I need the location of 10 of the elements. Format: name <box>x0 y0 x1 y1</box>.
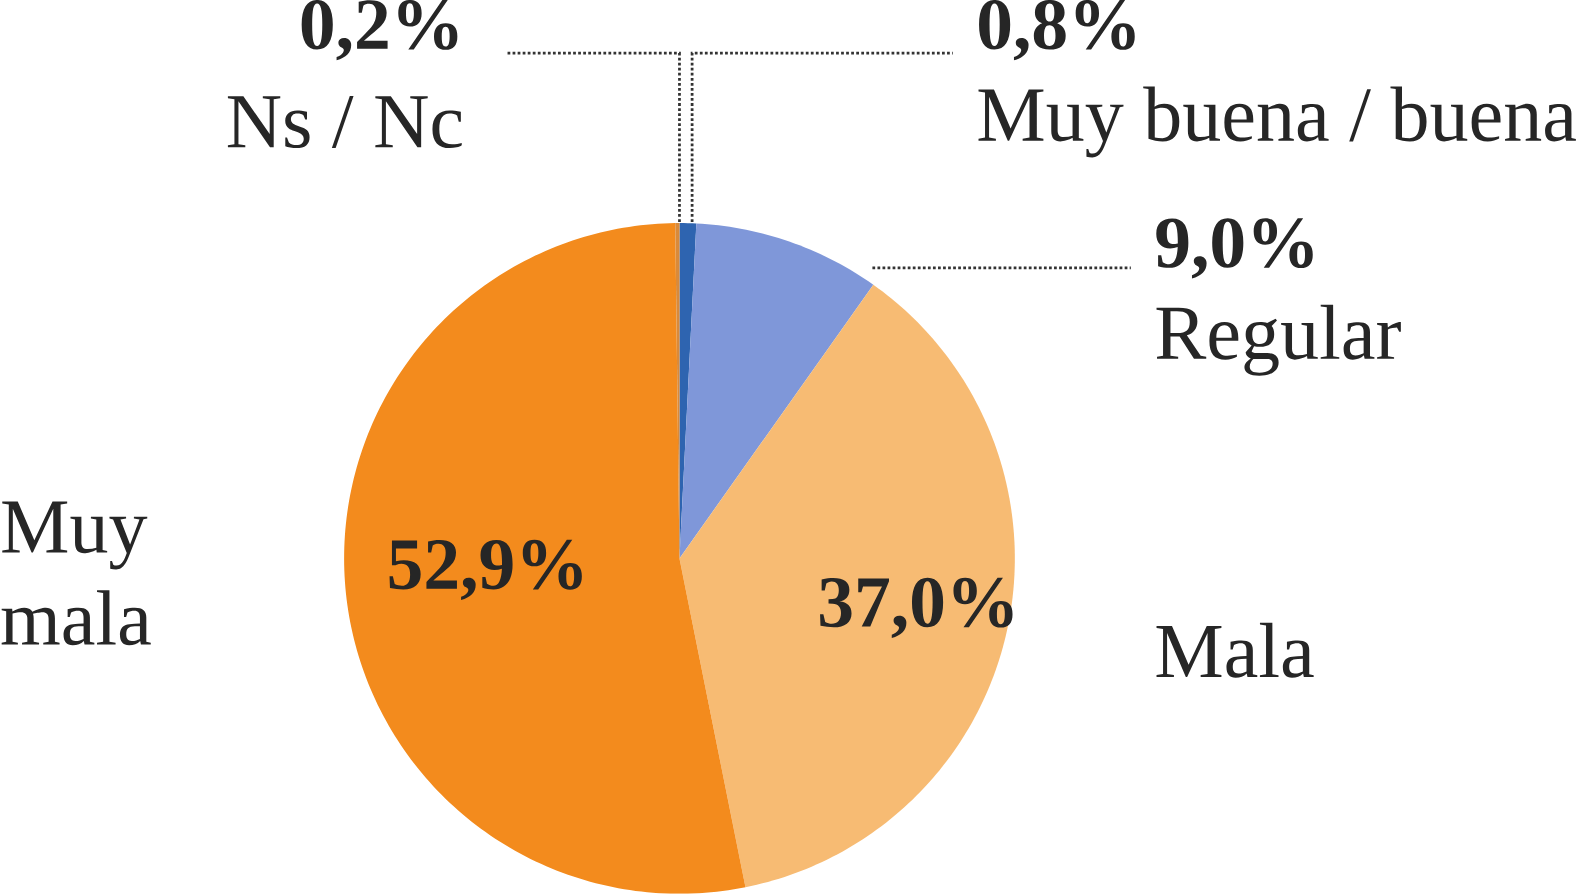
data-label: 37,0% <box>820 577 1013 639</box>
data-label: 0,2% <box>301 0 458 61</box>
slice-label: Muy mala <box>1 501 151 646</box>
slice-label: Mala <box>1156 622 1314 678</box>
data-label: 9,0% <box>1156 218 1313 279</box>
slice-label: Ns / Nc <box>227 95 462 149</box>
slice-label: Regular <box>1156 304 1401 376</box>
data-label: 52,9% <box>389 539 582 601</box>
slice-label: Muy buena / buena <box>978 86 1576 158</box>
data-label: 0,8% <box>979 0 1135 61</box>
